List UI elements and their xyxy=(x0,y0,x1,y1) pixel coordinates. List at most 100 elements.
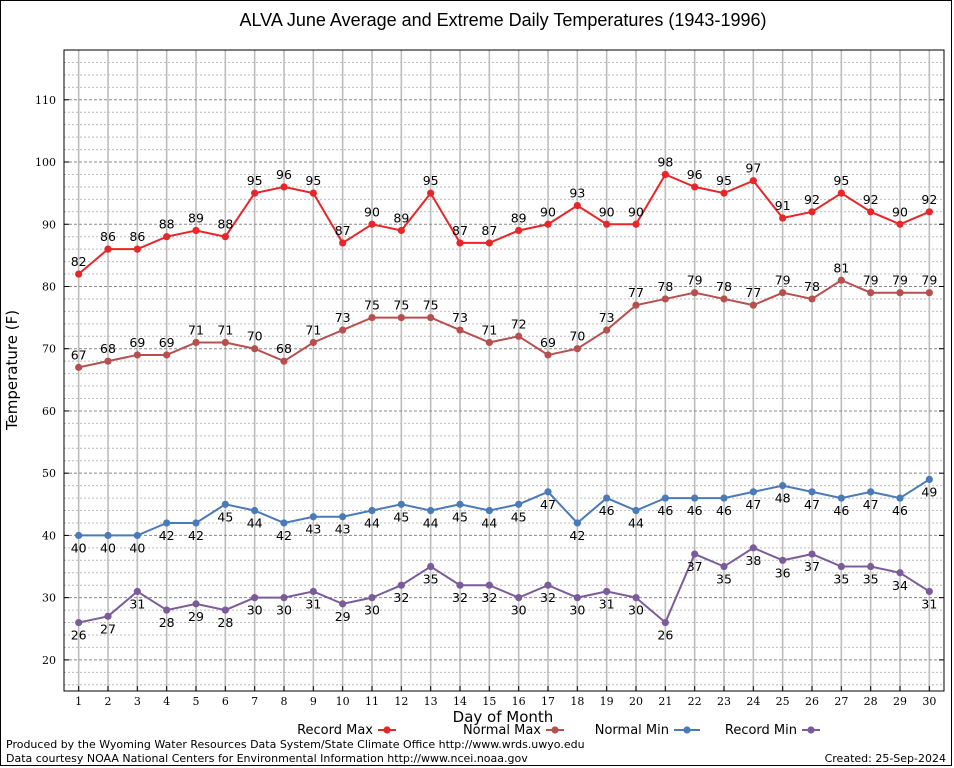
normal-max-point xyxy=(485,338,493,347)
normal-min-point xyxy=(427,506,435,515)
y-tick-label: 20 xyxy=(42,654,56,667)
normal-min-value-label: 44 xyxy=(481,516,497,531)
record-max-value-label: 96 xyxy=(276,167,292,182)
record-max-point xyxy=(133,245,141,253)
normal-max-point xyxy=(691,289,699,297)
normal-max-point xyxy=(368,314,376,322)
x-tick-label: 21 xyxy=(658,695,672,708)
record-max-value-label: 96 xyxy=(687,167,703,182)
normal-max-point xyxy=(309,338,317,347)
record-max-value-label: 95 xyxy=(716,173,732,188)
x-tick-label: 15 xyxy=(482,695,496,708)
record-max-point xyxy=(192,226,200,235)
normal-max-value-label: 67 xyxy=(71,347,87,362)
record-min-point xyxy=(661,618,669,627)
x-tick-label: 12 xyxy=(394,695,408,708)
normal-max-value-label: 81 xyxy=(833,260,849,275)
normal-max-line xyxy=(78,279,930,369)
normal-max-value-label: 75 xyxy=(423,298,439,313)
normal-min-value-label: 45 xyxy=(452,509,468,524)
record-max-value-label: 82 xyxy=(71,254,87,269)
normal-min-point xyxy=(368,506,376,515)
legend-marker-normal-max xyxy=(551,726,559,734)
normal-min-value-label: 44 xyxy=(247,516,263,531)
normal-max-value-label: 79 xyxy=(863,273,879,288)
normal-min-point xyxy=(896,494,904,502)
normal-max-point xyxy=(427,314,435,322)
record-min-point xyxy=(573,594,581,602)
normal-min-value-label: 45 xyxy=(393,509,409,524)
legend-marker-record-min xyxy=(807,726,815,734)
x-tick-label: 3 xyxy=(134,695,141,708)
record-min-value-label: 36 xyxy=(775,565,791,580)
normal-max-point xyxy=(749,301,757,309)
normal-max-point xyxy=(573,345,581,353)
record-min-value-label: 28 xyxy=(217,615,233,630)
y-tick-label: 40 xyxy=(42,529,56,542)
record-min-value-label: 32 xyxy=(393,590,409,605)
x-tick-label: 8 xyxy=(281,695,288,708)
record-min-value-label: 30 xyxy=(628,603,644,618)
normal-min-value-label: 45 xyxy=(511,509,527,524)
normal-min-point xyxy=(280,519,288,527)
record-max-value-label: 87 xyxy=(452,223,468,238)
x-tick-label: 22 xyxy=(688,695,702,708)
y-tick-label: 30 xyxy=(42,592,56,605)
x-tick-label: 13 xyxy=(424,695,438,708)
record-max-value-label: 89 xyxy=(188,210,204,225)
normal-max-point xyxy=(339,326,347,334)
record-min-value-label: 29 xyxy=(335,609,351,624)
normal-max-value-label: 75 xyxy=(393,298,409,313)
normal-max-point xyxy=(837,276,845,284)
record-min-point xyxy=(808,550,816,558)
x-tick-label: 5 xyxy=(193,695,200,708)
normal-min-value-label: 47 xyxy=(540,497,556,512)
record-min-point xyxy=(427,562,435,571)
record-min-point xyxy=(221,606,229,614)
normal-min-point xyxy=(133,531,141,540)
footer-produced-by: Produced by the Wyoming Water Resources … xyxy=(6,738,585,751)
record-min-value-label: 29 xyxy=(188,609,204,624)
normal-min-point xyxy=(251,506,259,515)
normal-max-value-label: 71 xyxy=(188,322,204,337)
record-max-value-label: 88 xyxy=(217,217,233,232)
normal-max-point xyxy=(808,295,816,303)
x-tick-label: 2 xyxy=(105,695,112,708)
x-tick-label: 24 xyxy=(746,695,760,708)
record-max-point xyxy=(837,189,845,197)
record-max-value-label: 95 xyxy=(305,173,321,188)
x-tick-label: 23 xyxy=(717,695,731,708)
record-min-point xyxy=(515,594,523,602)
record-min-value-label: 35 xyxy=(716,572,732,587)
record-max-point xyxy=(485,239,493,247)
normal-max-point xyxy=(867,289,875,297)
record-min-point xyxy=(749,544,757,552)
normal-min-value-label: 44 xyxy=(364,516,380,531)
record-max-point xyxy=(573,201,581,210)
record-min-point xyxy=(309,587,317,596)
normal-min-value-label: 44 xyxy=(628,516,644,531)
record-min-point xyxy=(720,562,728,571)
normal-min-value-label: 47 xyxy=(863,497,879,512)
record-min-value-label: 31 xyxy=(129,596,145,611)
record-min-value-label: 31 xyxy=(305,596,321,611)
y-tick-label: 100 xyxy=(35,156,56,169)
normal-min-value-label: 40 xyxy=(129,540,145,555)
grid-lines xyxy=(64,49,944,691)
record-max-point xyxy=(427,189,435,197)
x-tick-label: 18 xyxy=(570,695,584,708)
record-max-value-label: 88 xyxy=(159,217,175,232)
record-min-value-label: 31 xyxy=(921,596,937,611)
record-max-point xyxy=(867,208,875,216)
footer-created-date: Created: 25-Sep-2024 xyxy=(824,752,946,765)
normal-max-value-label: 68 xyxy=(276,341,292,356)
normal-max-point xyxy=(456,326,464,334)
data-labels: 82 86 86 88 89 88 95 96 95 87 90 89 95 87 87 89 90 93 90 90… xyxy=(71,154,938,642)
record-min-point xyxy=(133,587,141,596)
normal-max-value-label: 78 xyxy=(716,279,732,294)
normal-min-value-label: 46 xyxy=(833,503,849,518)
record-min-point xyxy=(779,556,787,564)
